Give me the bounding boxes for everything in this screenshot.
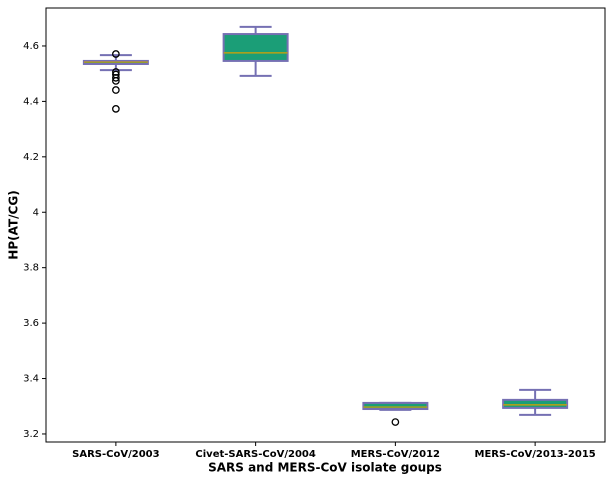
outlier <box>112 50 120 58</box>
y-tick-label: 4 <box>33 207 39 218</box>
outlier <box>112 73 120 82</box>
box <box>502 398 569 409</box>
y-tick-label: 4.4 <box>23 96 39 107</box>
x-axis-label: SARS and MERS-CoV isolate goups <box>208 461 442 475</box>
y-axis-label: HP(AT/CG) <box>7 190 21 259</box>
outlier <box>112 105 120 113</box>
y-tick-label: 3.2 <box>23 429 39 440</box>
outlier <box>112 86 120 94</box>
box <box>222 33 289 62</box>
x-tick-label: MERS-CoV/2012 <box>351 449 440 460</box>
y-tick-label: 4.6 <box>23 41 39 52</box>
x-tick-label: Civet-SARS-CoV/2004 <box>195 449 315 460</box>
x-tick-label: SARS-CoV/2003 <box>72 449 159 460</box>
y-tick-label: 3.6 <box>23 318 39 329</box>
y-tick-label: 4.2 <box>23 152 39 163</box>
y-tick-label: 3.4 <box>23 374 39 385</box>
y-tick-label: 3.8 <box>23 263 39 274</box>
outlier <box>391 418 400 426</box>
outlier <box>112 77 120 85</box>
plot-frame <box>45 7 606 443</box>
box <box>362 401 429 411</box>
x-tick-label: MERS-CoV/2013-2015 <box>475 449 596 460</box>
